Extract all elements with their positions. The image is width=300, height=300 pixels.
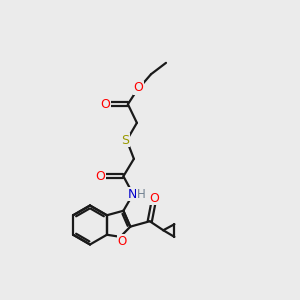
Text: S: S <box>122 134 130 147</box>
Text: O: O <box>117 235 127 248</box>
Text: O: O <box>150 192 160 205</box>
Text: H: H <box>136 188 145 201</box>
Text: O: O <box>134 81 143 94</box>
Text: O: O <box>96 170 106 183</box>
Text: O: O <box>100 98 110 111</box>
Text: N: N <box>128 188 137 201</box>
